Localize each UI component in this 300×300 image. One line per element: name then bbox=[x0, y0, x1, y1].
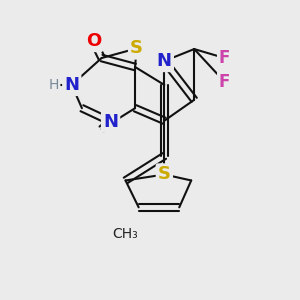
Text: H: H bbox=[49, 78, 59, 92]
Text: N: N bbox=[64, 76, 79, 94]
Text: F: F bbox=[219, 49, 230, 67]
Text: N: N bbox=[103, 112, 118, 130]
Text: S: S bbox=[158, 166, 171, 184]
Text: F: F bbox=[219, 73, 230, 91]
Text: N: N bbox=[157, 52, 172, 70]
Text: S: S bbox=[130, 40, 143, 58]
Text: O: O bbox=[85, 32, 101, 50]
Text: CH₃: CH₃ bbox=[112, 227, 138, 241]
